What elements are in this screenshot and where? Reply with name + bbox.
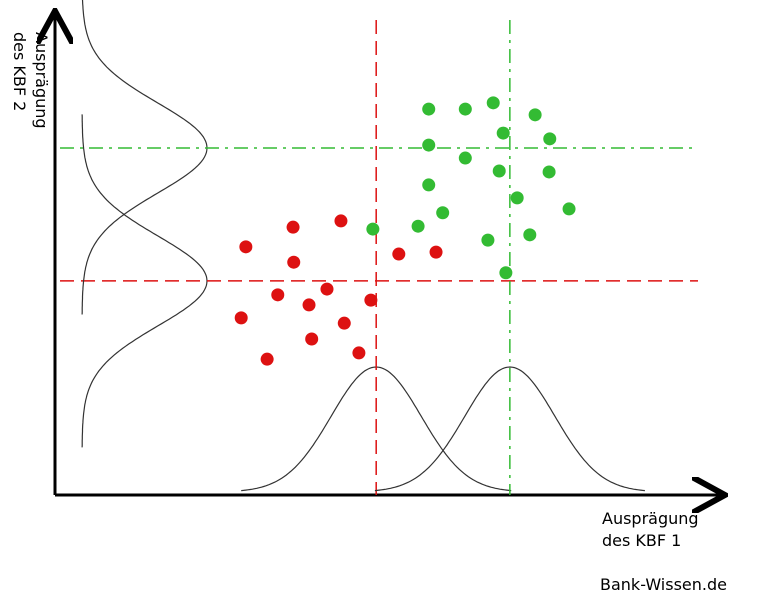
point [510,191,524,205]
point [287,255,301,269]
point [302,298,316,312]
point [528,108,542,122]
y-axis-label: Ausprägung [32,32,51,129]
point [286,220,300,234]
point [334,214,348,228]
point [422,102,436,116]
point [562,202,576,216]
point [422,138,436,152]
point [458,151,472,165]
point [481,233,495,247]
distribution-y [81,0,208,315]
point [392,247,406,261]
point [305,332,319,346]
point [366,222,380,236]
source: Bank-Wissen.de [600,575,727,594]
point [492,164,506,178]
point [234,311,248,325]
point [499,266,513,280]
point [364,293,378,307]
point [429,245,443,259]
point [542,165,556,179]
point [260,352,274,366]
point [352,346,366,360]
x-axis-label: des KBF 1 [602,531,681,550]
point [271,288,285,302]
point [320,282,334,296]
point [458,102,472,116]
point [422,178,436,192]
point [486,96,500,110]
point [337,316,351,330]
point [543,132,557,146]
y-axis-label: des KBF 2 [10,32,29,111]
point [411,219,425,233]
point [436,206,450,220]
x-axis-label: Ausprägung [602,509,699,528]
point [523,228,537,242]
point [239,240,253,254]
point [496,126,510,140]
distribution-x [374,366,645,492]
